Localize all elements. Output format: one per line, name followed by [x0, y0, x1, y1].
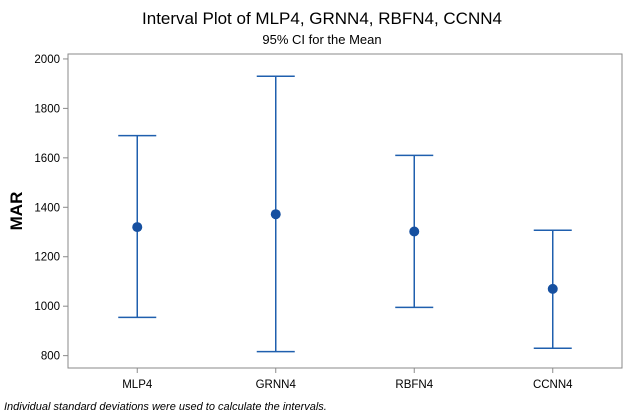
y-tick-label: 1400 [34, 202, 60, 214]
x-tick-label: MLP4 [122, 379, 153, 391]
interval-mlp4 [118, 136, 156, 318]
y-tick-label: 1200 [34, 252, 60, 264]
y-axis-label: MAR [7, 192, 26, 231]
chart-subtitle: 95% CI for the Mean [262, 32, 381, 47]
x-tick-label: GRNN4 [256, 379, 297, 391]
y-tick-label: 2000 [34, 54, 60, 66]
x-tick-label: RBFN4 [395, 379, 433, 391]
mean-point [548, 284, 558, 294]
mean-point [271, 209, 281, 219]
interval-rbfn4 [395, 155, 433, 307]
chart-title: Interval Plot of MLP4, GRNN4, RBFN4, CCN… [142, 9, 502, 28]
mean-point [409, 227, 419, 237]
y-tick-label: 1000 [34, 301, 60, 313]
interval-grnn4 [257, 76, 295, 351]
interval-marks [118, 76, 572, 351]
y-tick-label: 800 [41, 351, 60, 363]
y-tick-label: 1600 [34, 153, 60, 165]
interval-ccnn4 [534, 230, 572, 348]
plot-frame [68, 54, 622, 368]
y-axis: 800 1000 1200 1400 1600 1800 2000 [34, 54, 68, 363]
footnote: Individual standard deviations were used… [4, 401, 327, 413]
x-axis: MLP4 GRNN4 RBFN4 CCNN4 [122, 368, 573, 391]
mean-point [132, 222, 142, 232]
x-tick-label: CCNN4 [533, 379, 573, 391]
y-tick-label: 1800 [34, 103, 60, 115]
